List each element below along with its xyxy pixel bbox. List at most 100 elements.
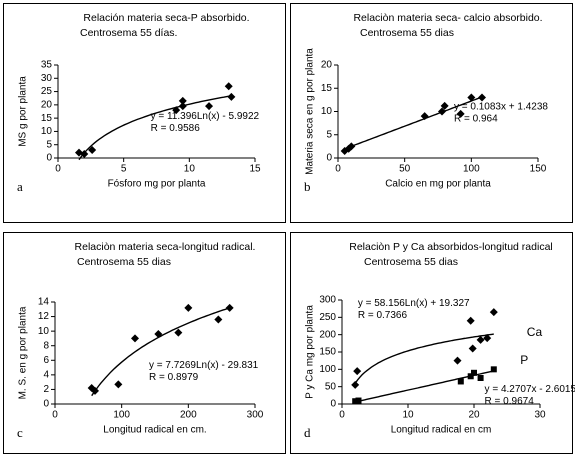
y-axis-label: Materia seca en g por planta	[305, 48, 316, 175]
point	[468, 344, 477, 353]
trendline-equation: y = 4.2707x - 2.6015	[485, 384, 575, 395]
y-tick-label: 6	[43, 355, 49, 366]
trendline-r: R = 0.9674	[485, 396, 535, 407]
point	[353, 367, 362, 376]
chart-subtitle: Centrosema 55 dias	[364, 256, 458, 268]
chart-title: Relación materia seca-P absorbido.	[83, 12, 249, 24]
panel-label: a	[17, 179, 23, 194]
y-tick-label: 10	[321, 106, 333, 117]
y-tick-label: 150	[319, 347, 336, 358]
x-tick-label: 150	[530, 164, 547, 175]
trendline-r: R = 0.9586	[151, 123, 201, 134]
y-tick-label: 100	[319, 364, 336, 375]
chart-title: Relaciòn materia seca- calcio absorbido.	[353, 12, 542, 24]
chart-subtitle: Centrosema 55 días.	[80, 27, 177, 39]
series-label: Ca	[527, 325, 543, 339]
point	[471, 369, 477, 376]
point	[489, 308, 498, 317]
trendline	[344, 96, 483, 150]
x-tick-label: 0	[335, 164, 341, 175]
y-tick-label: 14	[38, 297, 50, 308]
trendline-equation: y = 11.396Ln(x) - 5.9922	[151, 111, 260, 122]
y-tick-label: 12	[38, 311, 50, 322]
x-tick-label: 20	[468, 410, 480, 421]
trendline-equation: y = 58.156Ln(x) + 19.327	[358, 298, 470, 309]
x-tick-label: 100	[113, 410, 130, 421]
y-tick-label: 20	[41, 99, 53, 110]
y-tick-label: 4	[43, 369, 49, 380]
panel: Relaciòn materia seca-longitud radical. C…	[3, 232, 286, 454]
y-tick-label: 10	[38, 326, 50, 337]
trendline-equation: y = 0.1083x + 1.4238	[454, 101, 548, 112]
x-axis-label: Fósforo mg por planta	[108, 179, 206, 190]
point	[172, 106, 181, 115]
x-tick-label: 0	[52, 410, 58, 421]
panel-border	[290, 232, 573, 454]
point	[174, 328, 183, 337]
point	[154, 330, 163, 339]
point	[214, 315, 223, 324]
y-tick-label: 5	[326, 129, 332, 140]
y-tick-label: 5	[46, 139, 52, 150]
y-tick-label: 300	[319, 295, 336, 306]
panel-border	[3, 232, 286, 454]
point	[351, 380, 360, 389]
y-axis-label: P y Ca mg por planta	[305, 305, 316, 399]
chart-title: Relaciòn materia seca-longitud radical.	[75, 241, 256, 253]
point	[347, 142, 356, 151]
y-tick-label: 0	[326, 153, 332, 164]
point	[453, 356, 462, 365]
chart-title: Relaciòn P y Ca absorbidos-longitud radi…	[349, 241, 553, 253]
point	[91, 386, 99, 395]
x-tick-label: 5	[121, 164, 127, 175]
y-tick-label: 15	[321, 83, 333, 94]
point	[456, 109, 465, 118]
trendline-equation: y = 7.7269Ln(x) - 29.831	[149, 360, 259, 371]
y-tick-label: 0	[330, 399, 336, 410]
y-tick-label: 200	[319, 329, 336, 340]
point	[440, 101, 449, 110]
panel-label: d	[304, 425, 311, 440]
trendline-r: R = 0.964	[454, 113, 498, 124]
point	[490, 366, 497, 373]
y-tick-label: 20	[321, 60, 333, 71]
panel-label: c	[17, 425, 23, 440]
x-tick-label: 0	[55, 164, 61, 175]
x-tick-label: 10	[402, 410, 414, 421]
trendline-r: R = 0.8979	[149, 372, 199, 383]
point	[131, 334, 139, 343]
x-tick-label: 10	[184, 164, 196, 175]
x-axis-label: Calcio en mg por planta	[385, 179, 491, 190]
point	[205, 102, 214, 111]
y-tick-label: 50	[325, 381, 337, 392]
y-axis-label: MS g por planta	[18, 76, 29, 147]
point	[478, 93, 486, 102]
point	[457, 378, 464, 385]
trendline	[354, 333, 494, 384]
y-tick-label: 250	[319, 312, 336, 323]
chart-subtitle: Centrosema 55 dias	[360, 27, 454, 39]
y-tick-label: 0	[43, 399, 49, 410]
y-tick-label: 10	[41, 126, 53, 137]
point	[477, 375, 484, 381]
panel-border	[3, 3, 286, 223]
point	[420, 112, 429, 121]
point	[114, 380, 123, 389]
x-tick-label: 300	[247, 410, 264, 421]
point	[466, 316, 475, 325]
trendline-r: R = 0.7366	[358, 310, 408, 321]
point	[355, 397, 362, 404]
y-tick-label: 30	[41, 73, 53, 84]
x-axis-label: Longitud radical en cm.	[103, 425, 206, 436]
trendline	[91, 307, 230, 397]
panel-label: b	[304, 179, 311, 194]
point	[225, 303, 234, 312]
y-tick-label: 15	[41, 113, 53, 124]
point	[184, 303, 193, 312]
x-axis-label: Longitud radical en cm	[391, 425, 492, 436]
point	[467, 93, 476, 102]
x-tick-label: 50	[399, 164, 411, 175]
x-tick-label: 30	[534, 410, 546, 421]
panel: Relación materia seca-P absorbido. Centro…	[3, 3, 286, 223]
x-tick-label: 100	[463, 164, 480, 175]
